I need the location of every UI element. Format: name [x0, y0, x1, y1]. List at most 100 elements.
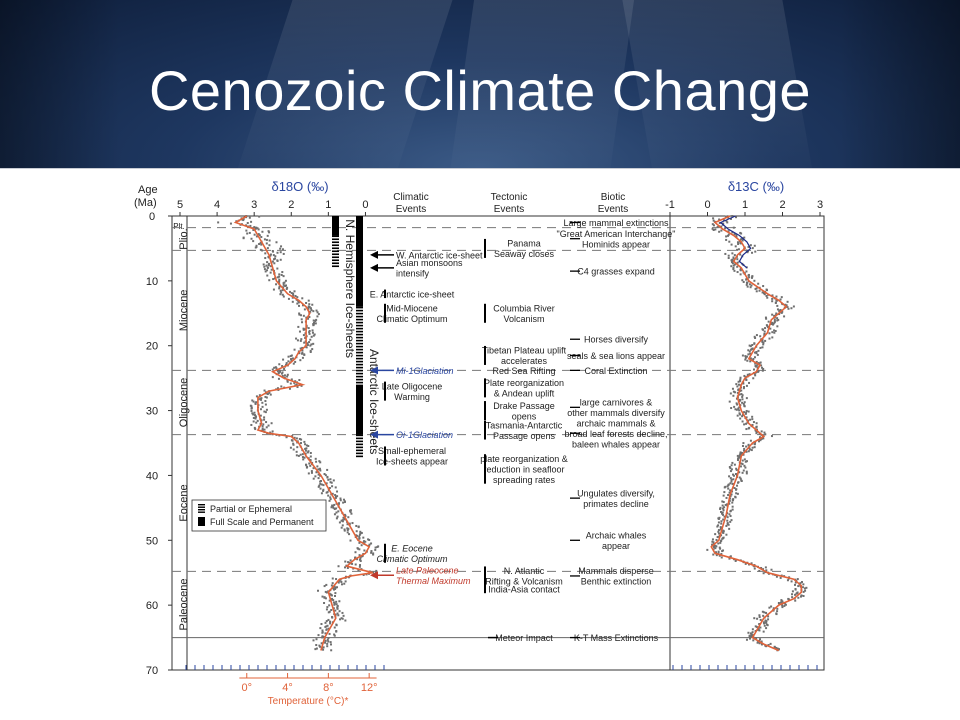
d13c-data-point	[753, 335, 756, 338]
d13c-data-point	[731, 505, 734, 508]
d18o-data-point	[259, 414, 262, 417]
d13c-data-point	[747, 427, 750, 430]
d13c-data-point	[715, 554, 718, 557]
d18o-data-point	[278, 278, 281, 281]
d18o-data-point	[304, 447, 307, 450]
d18o-data-point	[319, 474, 322, 477]
d13c-data-point	[741, 420, 744, 423]
d13c-data-point	[720, 556, 723, 559]
d18o-data-point	[341, 611, 344, 614]
partial-stripe	[356, 345, 363, 348]
d18o-data-point	[278, 273, 281, 276]
partial-stripe	[332, 265, 339, 268]
d18o-data-point	[276, 267, 279, 270]
d18o-data-point	[362, 536, 365, 539]
d13c-data-point	[737, 457, 740, 460]
d13c-data-point	[730, 493, 733, 496]
d13c-data-point	[717, 524, 720, 527]
d13c-data-point	[791, 593, 794, 596]
d18o-data-point	[278, 275, 281, 278]
d13c-data-point	[745, 422, 748, 425]
d13c-data-point	[718, 554, 721, 557]
epoch-label: Oligocene	[178, 378, 190, 428]
d13c-data-point	[711, 543, 714, 546]
d13c-data-point	[774, 301, 777, 304]
d18o-data-point	[294, 360, 297, 363]
d13c-data-point	[723, 491, 726, 494]
d13c-data-point	[755, 287, 758, 290]
d13c-data-point	[728, 475, 731, 478]
d13c-data-point	[764, 316, 767, 319]
d13c-data-point	[743, 374, 746, 377]
d13c-data-point	[775, 575, 778, 578]
d18o-data-point	[283, 374, 286, 377]
d18o-data-point	[333, 602, 336, 605]
d18o-data-point	[333, 634, 336, 637]
d13c-data-point	[796, 578, 799, 581]
d18o-data-point	[319, 487, 322, 490]
d13c-data-point	[754, 374, 757, 377]
biotic-event-text: Archaic whales	[586, 531, 647, 541]
climatic-arrow-head	[370, 263, 378, 272]
d18o-data-point	[335, 517, 338, 520]
d18o-data-point	[305, 444, 308, 447]
d18o-data-point	[351, 522, 354, 525]
d13c-data-point	[745, 278, 748, 281]
d13c-data-point	[722, 513, 725, 516]
antarctic-ice-partial-2	[356, 434, 363, 458]
d13c-data-point	[762, 437, 765, 440]
d13c-data-point	[755, 360, 758, 363]
d13c-data-point	[745, 270, 748, 273]
d13c-data-point	[721, 537, 724, 540]
d13c-data-point	[730, 478, 733, 481]
d18o-data-point	[324, 639, 327, 642]
d18o-data-point	[310, 470, 313, 473]
d18o-data-point	[315, 644, 318, 647]
d13c-data-point	[748, 373, 751, 376]
d18o-data-point	[265, 421, 268, 424]
d13c-tick-label: 1	[742, 199, 748, 211]
d18o-data-point	[342, 516, 345, 519]
d13c-data-point	[740, 480, 743, 483]
d18o-data-point	[276, 370, 279, 373]
d18o-data-point	[285, 287, 288, 290]
d18o-data-point	[314, 648, 317, 651]
d18o-data-point	[335, 624, 338, 627]
d18o-data-point	[306, 344, 309, 347]
d13c-data-point	[777, 318, 780, 321]
d13c-data-point	[765, 645, 768, 648]
d18o-data-point	[248, 231, 251, 234]
d13c-data-point	[779, 308, 782, 311]
d13c-data-point	[762, 630, 765, 633]
d18o-data-point	[341, 519, 344, 522]
d13c-data-point	[791, 596, 794, 599]
d18o-data-point	[359, 530, 362, 533]
d13c-data-point	[739, 242, 742, 245]
d13c-data-point	[753, 356, 756, 359]
d13c-data-point	[735, 488, 738, 491]
d18o-data-point	[269, 253, 272, 256]
d18o-data-point	[315, 460, 318, 463]
d18o-data-point	[273, 258, 276, 261]
d18o-data-point	[303, 328, 306, 331]
partial-stripe	[332, 247, 339, 250]
d18o-data-point	[324, 474, 327, 477]
d13c-data-point	[727, 494, 730, 497]
d13c-data-point	[721, 507, 724, 510]
d13c-data-point	[736, 241, 739, 244]
d13c-data-point	[717, 529, 720, 532]
d18o-data-point	[337, 614, 340, 617]
d13c-data-point	[714, 533, 717, 536]
d13c-data-point	[730, 243, 733, 246]
d18o-data-point	[308, 331, 311, 334]
d13c-data-point	[766, 624, 769, 627]
d13c-data-point	[741, 401, 744, 404]
d13c-data-point	[762, 568, 765, 571]
d13c-data-point	[781, 310, 784, 313]
d18o-data-point	[309, 459, 312, 462]
d18o-data-point	[328, 599, 331, 602]
d18o-data-point	[308, 303, 311, 306]
d13c-data-point	[711, 223, 714, 226]
age-tick-label: 50	[146, 535, 158, 547]
